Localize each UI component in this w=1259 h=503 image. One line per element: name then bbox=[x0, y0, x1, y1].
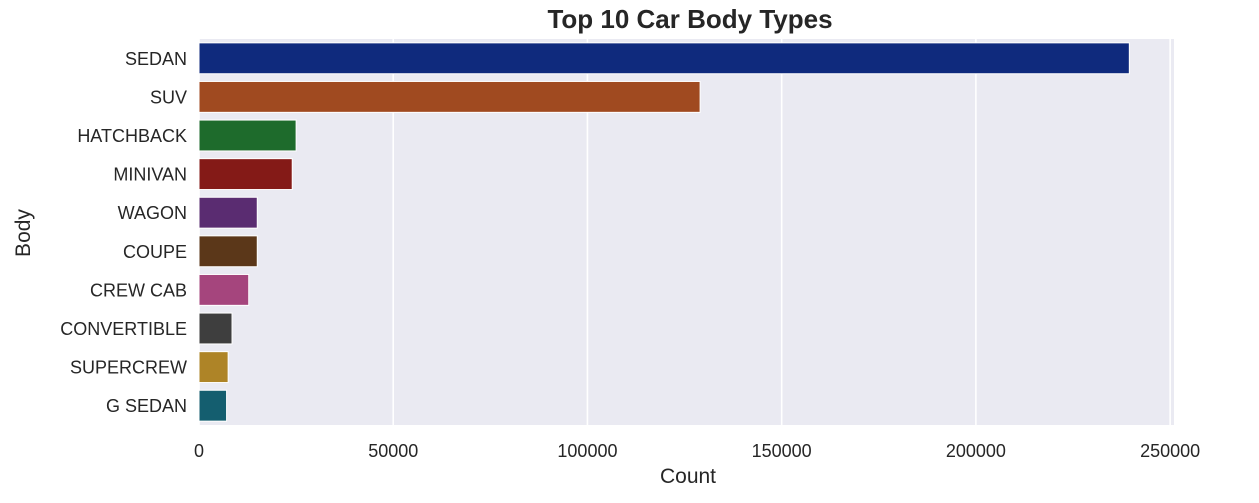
bar-hatchback bbox=[198, 119, 297, 152]
y-tick-label: WAGON bbox=[118, 203, 187, 223]
y-tick-label: COUPE bbox=[123, 242, 187, 262]
y-tick-label: SEDAN bbox=[125, 49, 187, 69]
x-tick-label: 100000 bbox=[557, 441, 617, 461]
bar-supercrew bbox=[198, 351, 229, 384]
x-tick-labels: 0 50000 100000 150000 200000 250000 bbox=[194, 441, 1200, 461]
y-tick-label: CONVERTIBLE bbox=[60, 319, 187, 339]
x-tick-label: 200000 bbox=[946, 441, 1006, 461]
y-tick-label: SUV bbox=[150, 87, 187, 107]
y-tick-label: HATCHBACK bbox=[77, 126, 187, 146]
x-tick-label: 50000 bbox=[368, 441, 418, 461]
bar-suv bbox=[198, 80, 701, 113]
bar-wagon bbox=[198, 196, 258, 229]
bar-minivan bbox=[198, 158, 293, 191]
x-tick-label: 0 bbox=[194, 441, 204, 461]
y-tick-label: CREW CAB bbox=[90, 280, 187, 300]
y-tick-label: SUPERCREW bbox=[70, 358, 187, 378]
y-axis-label: Body bbox=[12, 209, 35, 257]
chart-title: Top 10 Car Body Types bbox=[547, 4, 832, 34]
x-tick-label: 250000 bbox=[1140, 441, 1200, 461]
y-tick-label: MINIVAN bbox=[113, 165, 187, 185]
y-tick-labels: SEDAN SUV HATCHBACK MINIVAN WAGON COUPE CREW C… bbox=[60, 49, 187, 416]
bar-crew-cab bbox=[198, 273, 250, 306]
bar-sedan bbox=[198, 42, 1130, 75]
bar-g-sedan bbox=[198, 389, 228, 422]
x-tick-label: 150000 bbox=[752, 441, 812, 461]
bars bbox=[198, 42, 1130, 422]
bar-coupe bbox=[198, 235, 258, 268]
x-axis-label: Count bbox=[660, 465, 716, 488]
y-tick-label: G SEDAN bbox=[106, 396, 187, 416]
bar-convertible bbox=[198, 312, 233, 345]
